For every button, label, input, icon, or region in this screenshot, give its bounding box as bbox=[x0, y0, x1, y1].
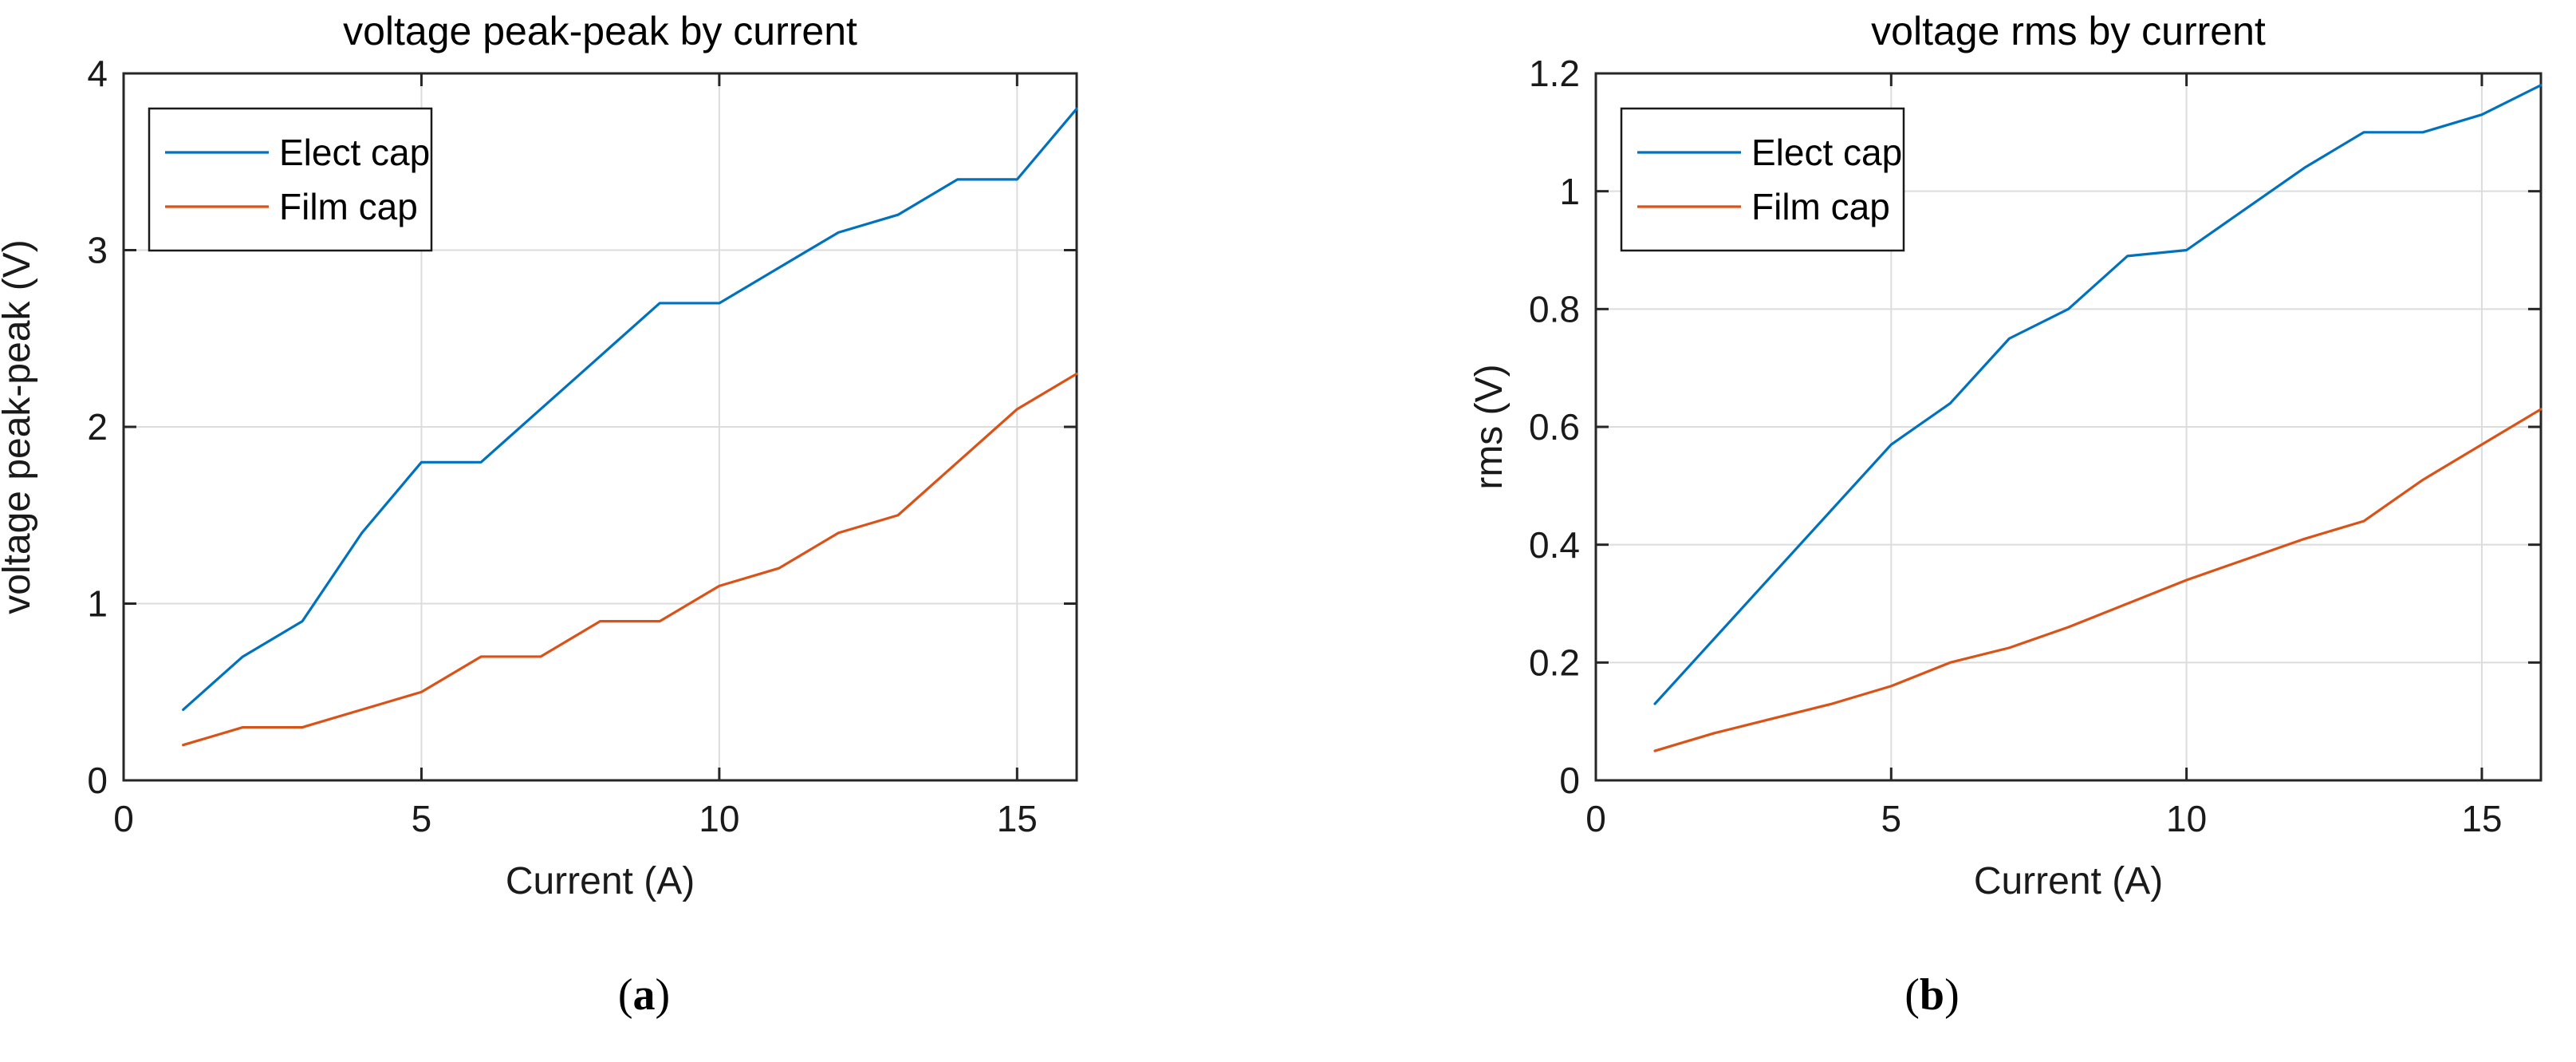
y-axis-label: voltage peak-peak (V) bbox=[0, 239, 38, 614]
legend-label-film-cap: Film cap bbox=[279, 186, 418, 227]
x-tick-label: 10 bbox=[2166, 798, 2207, 839]
panel-caption-a: (a) bbox=[0, 969, 1288, 1021]
x-tick-label: 5 bbox=[412, 798, 432, 839]
caption-letter: a bbox=[632, 970, 656, 1020]
legend-label-elect-cap: Elect cap bbox=[1751, 132, 1902, 173]
y-tick-label: 0 bbox=[1559, 760, 1580, 801]
series-line-film-cap bbox=[1653, 408, 2543, 752]
y-axis-label: rms (V) bbox=[1468, 364, 1511, 489]
x-tick-label: 15 bbox=[997, 798, 1038, 839]
x-tick-label: 0 bbox=[113, 798, 134, 839]
chart-title: voltage peak-peak by current bbox=[343, 9, 857, 53]
x-axis-label: Current (A) bbox=[506, 860, 695, 902]
chart-panel-b: 0 5 10 15 0 0.2 0.4 0.6 0.8 1 1.2 voltage rms by cu… bbox=[1288, 0, 2576, 1062]
y-tick-label: 1 bbox=[1559, 171, 1580, 212]
line-chart-voltage-peak-peak: 0 5 10 15 0 1 2 3 4 voltage peak-peak by current C… bbox=[0, 9, 1078, 902]
y-tick-label: 1 bbox=[87, 583, 108, 625]
panel-caption-b: (b) bbox=[1288, 969, 2576, 1021]
x-axis-label: Current (A) bbox=[1974, 860, 2163, 902]
chart-title: voltage rms by current bbox=[1871, 9, 2266, 53]
legend-label-film-cap: Film cap bbox=[1751, 186, 1890, 227]
y-tick-label: 1.2 bbox=[1529, 53, 1580, 94]
y-tick-label: 0.6 bbox=[1529, 406, 1580, 448]
caption-open-paren: ( bbox=[617, 970, 633, 1020]
chart-panel-a: 0 5 10 15 0 1 2 3 4 voltage peak-peak by current C… bbox=[0, 9, 1288, 1021]
y-tick-label: 2 bbox=[87, 406, 108, 448]
series-line-elect-cap bbox=[1653, 84, 2543, 705]
y-tick-label: 0.4 bbox=[1529, 524, 1580, 566]
series-line-film-cap bbox=[182, 372, 1078, 747]
caption-close-paren: ) bbox=[1944, 970, 1960, 1020]
y-tick-label: 0.8 bbox=[1529, 288, 1580, 330]
x-tick-label: 0 bbox=[1585, 798, 1606, 839]
legend-label-elect-cap: Elect cap bbox=[279, 132, 430, 173]
x-tick-label: 10 bbox=[699, 798, 739, 839]
caption-open-paren: ( bbox=[1904, 970, 1920, 1020]
legend-box bbox=[148, 107, 433, 252]
legend-box bbox=[1620, 107, 1905, 252]
caption-letter: b bbox=[1919, 970, 1945, 1020]
y-tick-label: 0.2 bbox=[1529, 642, 1580, 683]
y-tick-label: 0 bbox=[87, 760, 108, 801]
x-tick-label: 15 bbox=[2461, 798, 2502, 839]
caption-close-paren: ) bbox=[655, 970, 671, 1020]
y-tick-label: 3 bbox=[87, 230, 108, 271]
y-tick-label: 4 bbox=[87, 53, 108, 94]
x-tick-label: 5 bbox=[1881, 798, 1902, 839]
series-line-elect-cap bbox=[182, 107, 1078, 712]
line-chart-voltage-rms: 0 5 10 15 0 0.2 0.4 0.6 0.8 1 1.2 voltage rms by cu… bbox=[1468, 9, 2543, 902]
